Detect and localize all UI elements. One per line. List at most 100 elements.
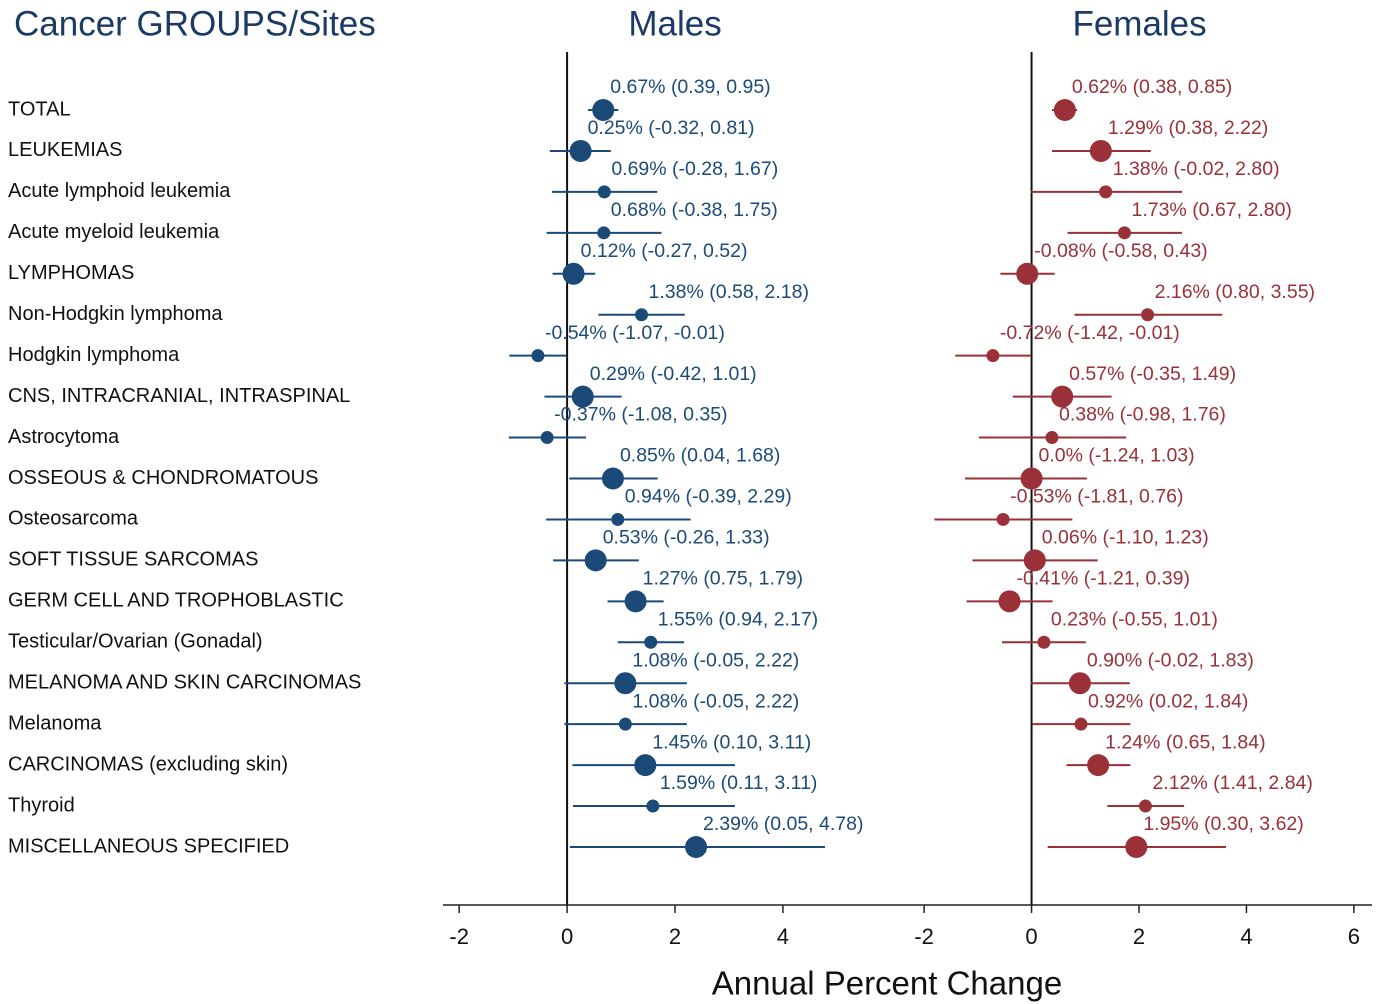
category-label: LYMPHOMAS <box>8 262 134 284</box>
value-label: 1.59% (0.11, 3.11) <box>660 772 818 794</box>
point-estimate <box>1117 226 1131 240</box>
point-estimate <box>571 385 594 408</box>
value-label: -0.08% (-0.58, 0.43) <box>1034 240 1207 262</box>
value-label: 0.69% (-0.28, 1.67) <box>611 158 778 180</box>
value-label: 1.38% (-0.02, 2.80) <box>1113 158 1280 180</box>
value-label: 2.16% (0.80, 3.55) <box>1155 281 1315 303</box>
category-label: Thyroid <box>8 794 75 816</box>
category-label: Hodgkin lymphoma <box>8 344 180 366</box>
row-header: Cancer GROUPS/Sites <box>14 4 376 43</box>
value-label: 1.08% (-0.05, 2.22) <box>632 690 799 712</box>
x-tick-label: 2 <box>1133 924 1145 949</box>
value-label: 1.29% (0.38, 2.22) <box>1108 117 1268 139</box>
value-label: 0.62% (0.38, 0.85) <box>1072 76 1232 98</box>
point-estimate <box>614 672 637 695</box>
x-tick-label: 2 <box>669 924 681 949</box>
category-label: LEUKEMIAS <box>8 139 122 161</box>
category-label: Astrocytoma <box>8 426 120 448</box>
point-estimate <box>634 754 657 777</box>
x-tick-label: 4 <box>1240 924 1252 949</box>
x-tick-label: 6 <box>1348 924 1360 949</box>
point-estimate <box>562 262 585 285</box>
value-label: 1.73% (0.67, 2.80) <box>1131 199 1291 221</box>
value-label: 0.29% (-0.42, 1.01) <box>590 363 757 385</box>
value-label: -0.37% (-1.08, 0.35) <box>554 404 727 426</box>
x-tick-label: -2 <box>449 924 469 949</box>
value-label: 0.06% (-1.10, 1.23) <box>1042 527 1209 549</box>
point-estimate <box>996 512 1010 526</box>
point-estimate <box>592 99 615 121</box>
point-estimate <box>635 308 649 322</box>
value-label: 1.27% (0.75, 1.79) <box>643 567 803 589</box>
point-estimate <box>1125 836 1148 858</box>
point-estimate <box>597 185 611 199</box>
point-estimate <box>531 349 545 363</box>
category-label: Osteosarcoma <box>8 508 139 530</box>
value-label: 0.90% (-0.02, 1.83) <box>1087 649 1254 671</box>
category-label: CARCINOMAS (excluding skin) <box>8 753 288 775</box>
category-label: Acute lymphoid leukemia <box>8 180 231 202</box>
value-label: 1.38% (0.58, 2.18) <box>649 281 809 303</box>
point-estimate <box>1089 139 1112 162</box>
point-estimate <box>646 799 660 813</box>
value-label: 0.23% (-0.55, 1.01) <box>1051 608 1218 630</box>
category-label: TOTAL <box>8 98 71 120</box>
point-estimate <box>1138 799 1152 813</box>
value-label: -0.72% (-1.42, -0.01) <box>1000 322 1180 344</box>
point-estimate <box>998 590 1021 613</box>
value-label: 0.92% (0.02, 1.84) <box>1088 690 1248 712</box>
category-label: CNS, INTRACRANIAL, INTRASPINAL <box>8 385 350 407</box>
value-label: 0.12% (-0.27, 0.52) <box>581 240 748 262</box>
point-estimate <box>1074 717 1088 731</box>
point-estimate <box>597 226 611 240</box>
value-label: -0.53% (-1.81, 0.76) <box>1010 486 1183 508</box>
point-estimate <box>540 431 554 445</box>
value-label: -0.41% (-1.21, 0.39) <box>1017 567 1190 589</box>
category-label: SOFT TISSUE SARCOMAS <box>8 549 258 571</box>
point-estimate <box>1141 308 1155 322</box>
category-label: MISCELLANEOUS SPECIFIED <box>8 835 289 857</box>
point-estimate <box>1099 185 1113 199</box>
x-tick-label: 0 <box>561 924 573 949</box>
value-label: -0.54% (-1.07, -0.01) <box>545 322 725 344</box>
point-estimate <box>1051 385 1074 408</box>
value-label: 0.0% (-1.24, 1.03) <box>1039 445 1195 467</box>
value-label: 2.39% (0.05, 4.78) <box>703 813 863 835</box>
category-label: Melanoma <box>8 712 102 734</box>
x-tick-label: -2 <box>914 924 934 949</box>
panel-title: Males <box>628 4 721 43</box>
point-estimate <box>601 467 624 490</box>
point-estimate <box>1087 754 1110 777</box>
value-label: 1.95% (0.30, 3.62) <box>1143 813 1303 835</box>
value-label: 0.57% (-0.35, 1.49) <box>1069 363 1236 385</box>
point-estimate <box>1053 99 1076 121</box>
point-estimate <box>1068 672 1091 695</box>
value-label: 0.68% (-0.38, 1.75) <box>611 199 778 221</box>
value-label: 2.12% (1.41, 2.84) <box>1152 772 1312 794</box>
category-label: OSSEOUS & CHONDROMATOUS <box>8 467 318 489</box>
point-estimate <box>569 139 592 162</box>
value-label: 1.45% (0.10, 3.11) <box>652 731 811 753</box>
value-label: 0.25% (-0.32, 0.81) <box>588 117 755 139</box>
point-estimate <box>644 635 658 649</box>
value-label: 0.67% (0.39, 0.95) <box>610 76 770 98</box>
category-label: Testicular/Ovarian (Gonadal) <box>8 631 263 653</box>
value-label: 0.53% (-0.26, 1.33) <box>603 527 770 549</box>
point-estimate <box>1016 262 1039 285</box>
value-label: 0.38% (-0.98, 1.76) <box>1059 404 1226 426</box>
value-label: 1.08% (-0.05, 2.22) <box>632 649 799 671</box>
value-label: 1.24% (0.65, 1.84) <box>1105 731 1265 753</box>
point-estimate <box>1037 635 1051 649</box>
value-label: 1.55% (0.94, 2.17) <box>658 608 818 630</box>
point-estimate <box>624 590 647 613</box>
panel-title: Females <box>1072 4 1206 43</box>
category-label: GERM CELL AND TROPHOBLASTIC <box>8 590 344 612</box>
point-estimate <box>618 717 632 731</box>
point-estimate <box>1020 467 1043 490</box>
value-label: 0.94% (-0.39, 2.29) <box>625 486 792 508</box>
category-label: Non-Hodgkin lymphoma <box>8 303 223 325</box>
value-label: 0.85% (0.04, 1.68) <box>620 445 780 467</box>
point-estimate <box>685 836 708 858</box>
point-estimate <box>986 349 1000 363</box>
